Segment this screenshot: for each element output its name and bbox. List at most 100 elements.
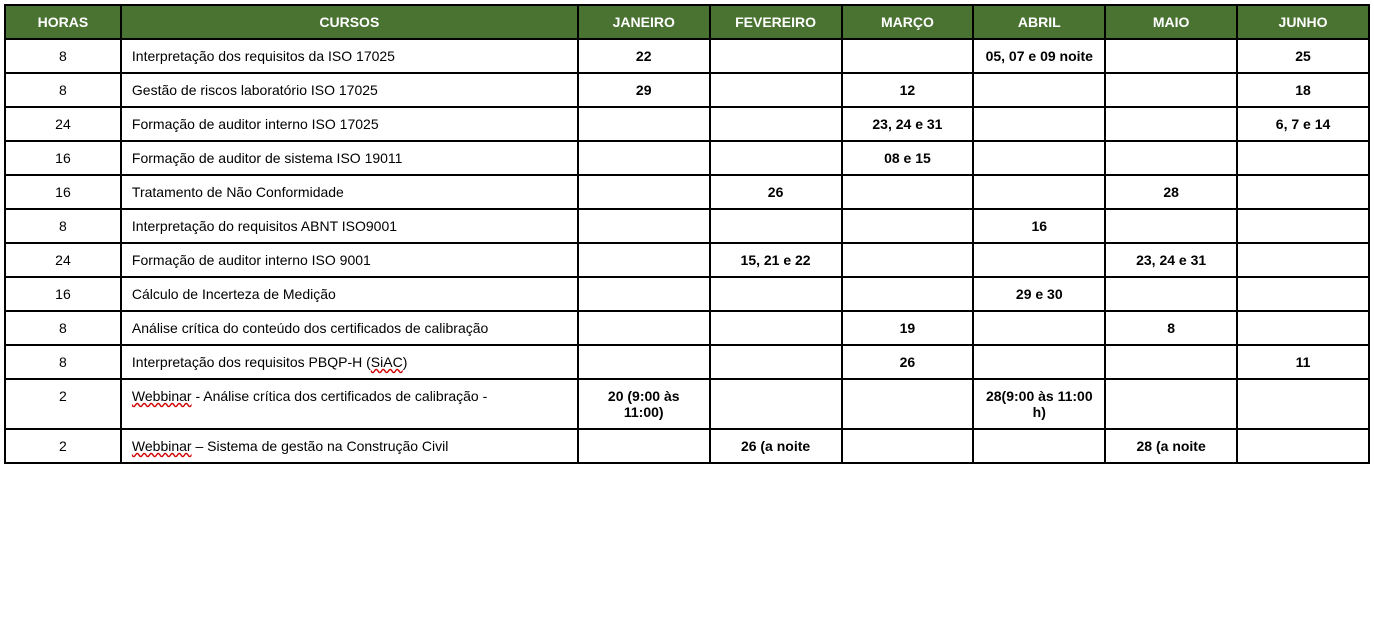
table-row: 24Formação de auditor interno ISO 9001 15… (5, 243, 1369, 277)
cell-janeiro (578, 175, 710, 209)
cell-horas: 24 (5, 107, 121, 141)
cell-maio (1105, 209, 1237, 243)
cell-maio (1105, 39, 1237, 73)
cell-abril: 05, 07 e 09 noite (973, 39, 1105, 73)
cell-marco (842, 429, 974, 463)
cell-janeiro (578, 277, 710, 311)
col-header-fevereiro: FEVEREIRO (710, 5, 842, 39)
cell-marco (842, 175, 974, 209)
cell-curso: Cálculo de Incerteza de Medição (121, 277, 578, 311)
cell-curso: Tratamento de Não Conformidade (121, 175, 578, 209)
cell-fevereiro (710, 311, 842, 345)
cell-fevereiro (710, 73, 842, 107)
cell-horas: 16 (5, 277, 121, 311)
cell-horas: 8 (5, 73, 121, 107)
cell-abril (973, 243, 1105, 277)
cell-curso: Webbinar – Sistema de gestão na Construç… (121, 429, 578, 463)
cell-curso: Análise crítica do conteúdo dos certific… (121, 311, 578, 345)
cell-junho (1237, 243, 1369, 277)
cell-janeiro (578, 107, 710, 141)
cell-janeiro (578, 311, 710, 345)
cell-abril (973, 311, 1105, 345)
cell-maio: 23, 24 e 31 (1105, 243, 1237, 277)
cell-abril: 16 (973, 209, 1105, 243)
table-row: 2Webbinar – Sistema de gestão na Constru… (5, 429, 1369, 463)
col-header-cursos: CURSOS (121, 5, 578, 39)
cell-horas: 24 (5, 243, 121, 277)
cell-abril (973, 345, 1105, 379)
cell-junho: 18 (1237, 73, 1369, 107)
cell-horas: 16 (5, 141, 121, 175)
cell-abril (973, 429, 1105, 463)
col-header-maio: MAIO (1105, 5, 1237, 39)
cell-abril (973, 73, 1105, 107)
cell-junho: 6, 7 e 14 (1237, 107, 1369, 141)
cell-curso: Interpretação dos requisitos PBQP-H (SiA… (121, 345, 578, 379)
cell-horas: 8 (5, 209, 121, 243)
cell-fevereiro: 15, 21 e 22 (710, 243, 842, 277)
cell-curso: Formação de auditor interno ISO 9001 (121, 243, 578, 277)
cell-fevereiro (710, 379, 842, 429)
cell-abril (973, 141, 1105, 175)
cell-janeiro: 20 (9:00 às 11:00) (578, 379, 710, 429)
cell-junho (1237, 429, 1369, 463)
table-row: 16Tratamento de Não Conformidade 26 28 (5, 175, 1369, 209)
cell-marco: 23, 24 e 31 (842, 107, 974, 141)
cell-junho (1237, 379, 1369, 429)
cell-janeiro (578, 141, 710, 175)
cell-marco: 12 (842, 73, 974, 107)
table-row: 8Interpretação dos requisitos da ISO 170… (5, 39, 1369, 73)
cell-fevereiro (710, 107, 842, 141)
cell-maio (1105, 141, 1237, 175)
table-row: 8Interpretação dos requisitos PBQP-H (Si… (5, 345, 1369, 379)
col-header-abril: ABRIL (973, 5, 1105, 39)
cell-marco (842, 209, 974, 243)
table-header-row: HORAS CURSOS JANEIRO FEVEREIRO MARÇO ABR… (5, 5, 1369, 39)
cell-junho (1237, 175, 1369, 209)
cell-junho (1237, 311, 1369, 345)
cell-junho: 25 (1237, 39, 1369, 73)
col-header-horas: HORAS (5, 5, 121, 39)
cell-fevereiro (710, 345, 842, 379)
cell-abril (973, 175, 1105, 209)
cell-fevereiro (710, 277, 842, 311)
cell-maio (1105, 277, 1237, 311)
cell-horas: 2 (5, 379, 121, 429)
cell-abril: 28(9:00 às 11:00 h) (973, 379, 1105, 429)
cell-junho: 11 (1237, 345, 1369, 379)
cell-maio (1105, 345, 1237, 379)
cell-horas: 16 (5, 175, 121, 209)
table-row: 8Gestão de riscos laboratório ISO 170252… (5, 73, 1369, 107)
cell-fevereiro (710, 39, 842, 73)
cell-horas: 8 (5, 39, 121, 73)
table-row: 16Formação de auditor de sistema ISO 190… (5, 141, 1369, 175)
table-row: 16Cálculo de Incerteza de Medição 29 e 30 (5, 277, 1369, 311)
cell-marco: 19 (842, 311, 974, 345)
cell-maio (1105, 379, 1237, 429)
cell-marco: 08 e 15 (842, 141, 974, 175)
cell-curso: Interpretação dos requisitos da ISO 1702… (121, 39, 578, 73)
cell-maio: 28 (a noite (1105, 429, 1237, 463)
col-header-junho: JUNHO (1237, 5, 1369, 39)
cell-junho (1237, 277, 1369, 311)
cell-maio: 28 (1105, 175, 1237, 209)
cell-maio (1105, 73, 1237, 107)
cell-horas: 8 (5, 345, 121, 379)
cell-maio (1105, 107, 1237, 141)
cell-curso: Webbinar - Análise crítica dos certifica… (121, 379, 578, 429)
cell-marco (842, 277, 974, 311)
cell-abril: 29 e 30 (973, 277, 1105, 311)
cell-fevereiro: 26 (710, 175, 842, 209)
col-header-marco: MARÇO (842, 5, 974, 39)
table-body: 8Interpretação dos requisitos da ISO 170… (5, 39, 1369, 463)
course-schedule-table: HORAS CURSOS JANEIRO FEVEREIRO MARÇO ABR… (4, 4, 1370, 464)
cell-curso: Gestão de riscos laboratório ISO 17025 (121, 73, 578, 107)
cell-janeiro: 29 (578, 73, 710, 107)
cell-janeiro (578, 345, 710, 379)
table-row: 2Webbinar - Análise crítica dos certific… (5, 379, 1369, 429)
table-row: 24Formação de auditor interno ISO 170252… (5, 107, 1369, 141)
cell-janeiro: 22 (578, 39, 710, 73)
cell-marco (842, 379, 974, 429)
cell-marco: 26 (842, 345, 974, 379)
cell-fevereiro (710, 209, 842, 243)
